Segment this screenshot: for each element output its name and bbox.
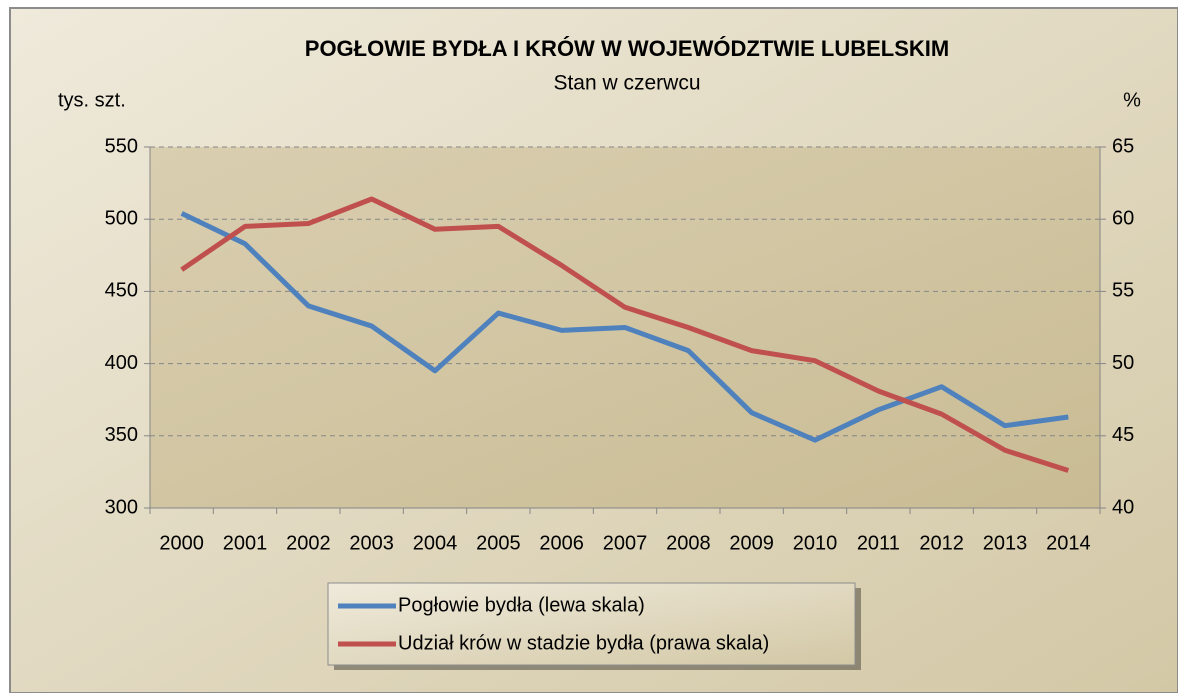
y-tick-label: 400 [105,352,138,374]
x-tick-label: 2013 [983,532,1028,554]
y-tick-label: 450 [105,280,138,302]
x-tick-label: 2006 [539,532,584,554]
legend-label: Udział krów w stadzie bydła (prawa skala… [398,632,769,654]
y2-tick-label: 45 [1112,424,1134,446]
chart-subtitle: Stan w czerwcu [553,72,700,95]
x-tick-label: 2010 [793,532,838,554]
y2-tick-label: 40 [1112,496,1134,518]
y2-tick-label: 65 [1112,135,1134,157]
y-tick-label: 500 [105,207,138,229]
x-tick-label: 2004 [413,532,458,554]
y2-tick-label: 55 [1112,280,1134,302]
x-tick-label: 2009 [729,532,774,554]
x-tick-label: 2002 [286,532,331,554]
x-tick-label: 2001 [223,532,268,554]
x-tick-label: 2011 [857,532,900,554]
y2-tick-label: 60 [1112,207,1134,229]
x-tick-label: 2003 [349,532,394,554]
legend-label: Pogłowie bydła (lewa skala) [398,594,645,616]
x-tick-label: 2000 [159,532,204,554]
y-axis-label: tys. szt. [58,89,126,111]
x-tick-label: 2012 [919,532,964,554]
x-tick-label: 2008 [666,532,711,554]
series-line [180,196,1070,473]
legend [327,582,856,666]
x-tick-label: 2005 [476,532,521,554]
y2-axis-label: % [1123,89,1141,111]
x-tick-label: 2007 [603,532,648,554]
chart-title: POGŁOWIE BYDŁA I KRÓW W WOJEWÓDZTWIE LUB… [305,36,949,61]
y-tick-label: 350 [105,424,138,446]
y-tick-label: 300 [105,496,138,518]
series-line [180,211,1069,443]
x-tick-label: 2014 [1046,532,1091,554]
y-tick-label: 550 [105,135,138,157]
y2-tick-label: 50 [1112,352,1134,374]
